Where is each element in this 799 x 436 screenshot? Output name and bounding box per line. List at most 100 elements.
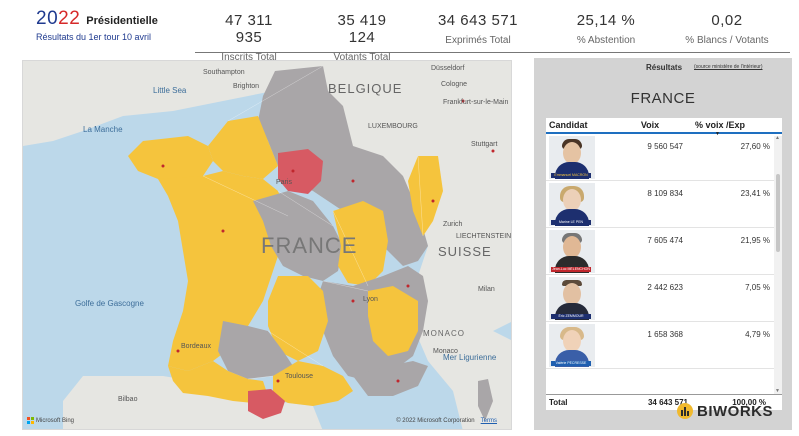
region-name: FRANCE bbox=[630, 90, 696, 107]
region-borders bbox=[202, 65, 424, 380]
city-dot bbox=[276, 379, 280, 383]
cell-pct: 27,60 % bbox=[740, 142, 770, 151]
table-row[interactable]: Jean-Luc MÉLENCHON 7 605 474 21,95 % bbox=[546, 228, 782, 275]
region-alsace-yellow bbox=[408, 156, 443, 236]
city-dot bbox=[291, 169, 295, 173]
city-dot bbox=[461, 99, 465, 103]
map-label-southampton: Southampton bbox=[203, 69, 245, 76]
panel-title: Résultats bbox=[646, 62, 683, 72]
candidate-name-tag: Éric ZEMMOUR bbox=[551, 314, 591, 319]
map-label-golfe: Golfe de Gascogne bbox=[75, 299, 144, 308]
column-voix[interactable]: Voix bbox=[640, 120, 660, 130]
map-label-milan: Milan bbox=[478, 286, 495, 293]
scroll-up-icon[interactable]: ▲ bbox=[775, 135, 780, 141]
kpi-exprimes: 34 643 571 Exprimés Total bbox=[436, 12, 520, 46]
map-label-suisse: SUISSE bbox=[438, 244, 492, 259]
kpi-votants: 35 419 124 Votants Total bbox=[322, 12, 402, 63]
year-label: 2022 bbox=[36, 8, 81, 29]
region-corsica bbox=[478, 379, 493, 421]
city-dot bbox=[431, 199, 435, 203]
map-label-stuttgart: Stuttgart bbox=[471, 141, 498, 148]
candidate-photo: Jean-Luc MÉLENCHON bbox=[549, 230, 595, 273]
city-dot bbox=[161, 164, 165, 168]
region-paris-red bbox=[278, 149, 323, 194]
cell-voix: 2 442 623 bbox=[647, 283, 683, 292]
table-row[interactable]: Emmanuel MACRON 9 560 547 27,60 % bbox=[546, 134, 782, 181]
table-row[interactable]: Éric ZEMMOUR 2 442 623 7,05 % bbox=[546, 275, 782, 322]
city-dot bbox=[396, 379, 400, 383]
candidate-name-tag: Emmanuel MACRON bbox=[551, 173, 591, 178]
region-pyrenees-red bbox=[248, 389, 285, 419]
region-occitanie-yellow bbox=[273, 361, 353, 406]
region-southwest-gray bbox=[218, 321, 293, 379]
uk-land bbox=[23, 61, 323, 146]
region-alps-yellow bbox=[368, 286, 418, 356]
table-header: Candidat Voix % voix /Exp ▼ bbox=[546, 118, 782, 137]
report-subtitle: Résultats du 1er tour 10 avril bbox=[36, 32, 152, 42]
kpi-abstention: 25,14 % % Abstention bbox=[568, 12, 644, 46]
scroll-thumb[interactable] bbox=[776, 174, 780, 252]
table-row[interactable]: Marine LE PEN 8 109 834 23,41 % bbox=[546, 181, 782, 228]
cell-pct: 23,41 % bbox=[740, 189, 770, 198]
brand: 2022 Présidentielle Résultats du 1er tou… bbox=[36, 8, 158, 42]
source-link[interactable]: (source ministère de l'intérieur) bbox=[694, 64, 763, 70]
map-label-liechtenstein: LIECHTENSTEIN bbox=[456, 233, 512, 240]
scroll-down-icon[interactable]: ▼ bbox=[775, 388, 780, 394]
kpi-blancs: 0,02 % Blancs / Votants bbox=[678, 12, 776, 46]
terms-link[interactable]: Terms bbox=[480, 418, 497, 424]
map-label-mer-ligurienne: Mer Ligurienne bbox=[443, 353, 497, 362]
region-aquitaine-yellow bbox=[168, 361, 268, 403]
sort-desc-icon: ▼ bbox=[715, 131, 720, 137]
map-label-frankfurt: Frankfurt-sur-le-Main bbox=[443, 99, 509, 106]
city-dot bbox=[406, 284, 410, 288]
cell-pct: 21,95 % bbox=[740, 236, 770, 245]
map-label-bilbao: Bilbao bbox=[118, 396, 138, 403]
city-dot bbox=[176, 349, 180, 353]
region-brittany bbox=[128, 136, 213, 181]
results-panel: Résultats (source ministère de l'intérie… bbox=[534, 58, 792, 430]
map-label-luxembourg: LUXEMBOURG bbox=[368, 123, 418, 130]
table-scrollbar[interactable]: ▲ ▼ bbox=[774, 135, 782, 394]
header: 2022 Présidentielle Résultats du 1er tou… bbox=[0, 0, 799, 63]
map-label-france: FRANCE bbox=[261, 233, 358, 258]
table-row[interactable]: Valérie PÉCRESSE 1 658 368 4,79 % bbox=[546, 322, 782, 369]
cell-voix: 1 658 368 bbox=[647, 330, 683, 339]
kpi-label: Inscrits Total bbox=[221, 52, 277, 63]
region-normandy-yellow bbox=[208, 116, 278, 179]
candidate-name-tag: Valérie PÉCRESSE bbox=[551, 361, 591, 366]
candidate-name-tag: Marine LE PEN bbox=[551, 220, 591, 225]
column-pct[interactable]: % voix /Exp ▼ bbox=[694, 120, 746, 137]
candidate-photo: Marine LE PEN bbox=[549, 183, 595, 226]
cell-pct: 4,79 % bbox=[745, 330, 770, 339]
total-pct: 100,00 % bbox=[732, 398, 766, 407]
kpi-value: 0,02 bbox=[711, 12, 743, 29]
kpi-inscrits: 47 311 935 Inscrits Total bbox=[212, 12, 286, 63]
kpi-value: 34 643 571 bbox=[437, 12, 519, 29]
map-canvas[interactable] bbox=[23, 61, 512, 430]
cell-pct: 7,05 % bbox=[745, 283, 770, 292]
city-dot bbox=[491, 149, 495, 153]
region-east-yellow bbox=[333, 201, 388, 286]
map-label-zurich: Zurich bbox=[443, 221, 463, 228]
logo-text: BIWORKS bbox=[697, 402, 773, 420]
map-label-little-sea: Little Sea bbox=[153, 86, 187, 95]
kpi-label: % Abstention bbox=[576, 35, 636, 46]
results-table: Candidat Voix % voix /Exp ▼ Emmanuel MACR… bbox=[546, 118, 782, 410]
map-label-paris: Paris bbox=[276, 179, 292, 186]
region-west-yellow bbox=[158, 171, 288, 371]
map-label-bordeaux: Bordeaux bbox=[181, 343, 211, 350]
map-label-toulouse: Toulouse bbox=[285, 373, 314, 380]
city-dot bbox=[221, 229, 225, 233]
region-paca-gray bbox=[353, 361, 428, 396]
biworks-logo: BIWORKS bbox=[676, 402, 773, 420]
region-auvergne-yellow bbox=[268, 276, 328, 361]
kpi-value: 35 419 124 bbox=[337, 12, 387, 46]
table-total-row: Total 34 643 571 100,00 % bbox=[546, 394, 782, 410]
column-candidat[interactable]: Candidat bbox=[549, 120, 588, 130]
cell-voix: 9 560 547 bbox=[647, 142, 683, 151]
panel-header: Résultats (source ministère de l'intérie… bbox=[534, 58, 792, 76]
results-map[interactable]: Little Sea Southampton Brighton La Manch… bbox=[22, 60, 512, 430]
biworks-logo-icon bbox=[677, 403, 693, 419]
cell-voix: 7 605 474 bbox=[647, 236, 683, 245]
total-voix: 34 643 571 bbox=[647, 398, 688, 407]
